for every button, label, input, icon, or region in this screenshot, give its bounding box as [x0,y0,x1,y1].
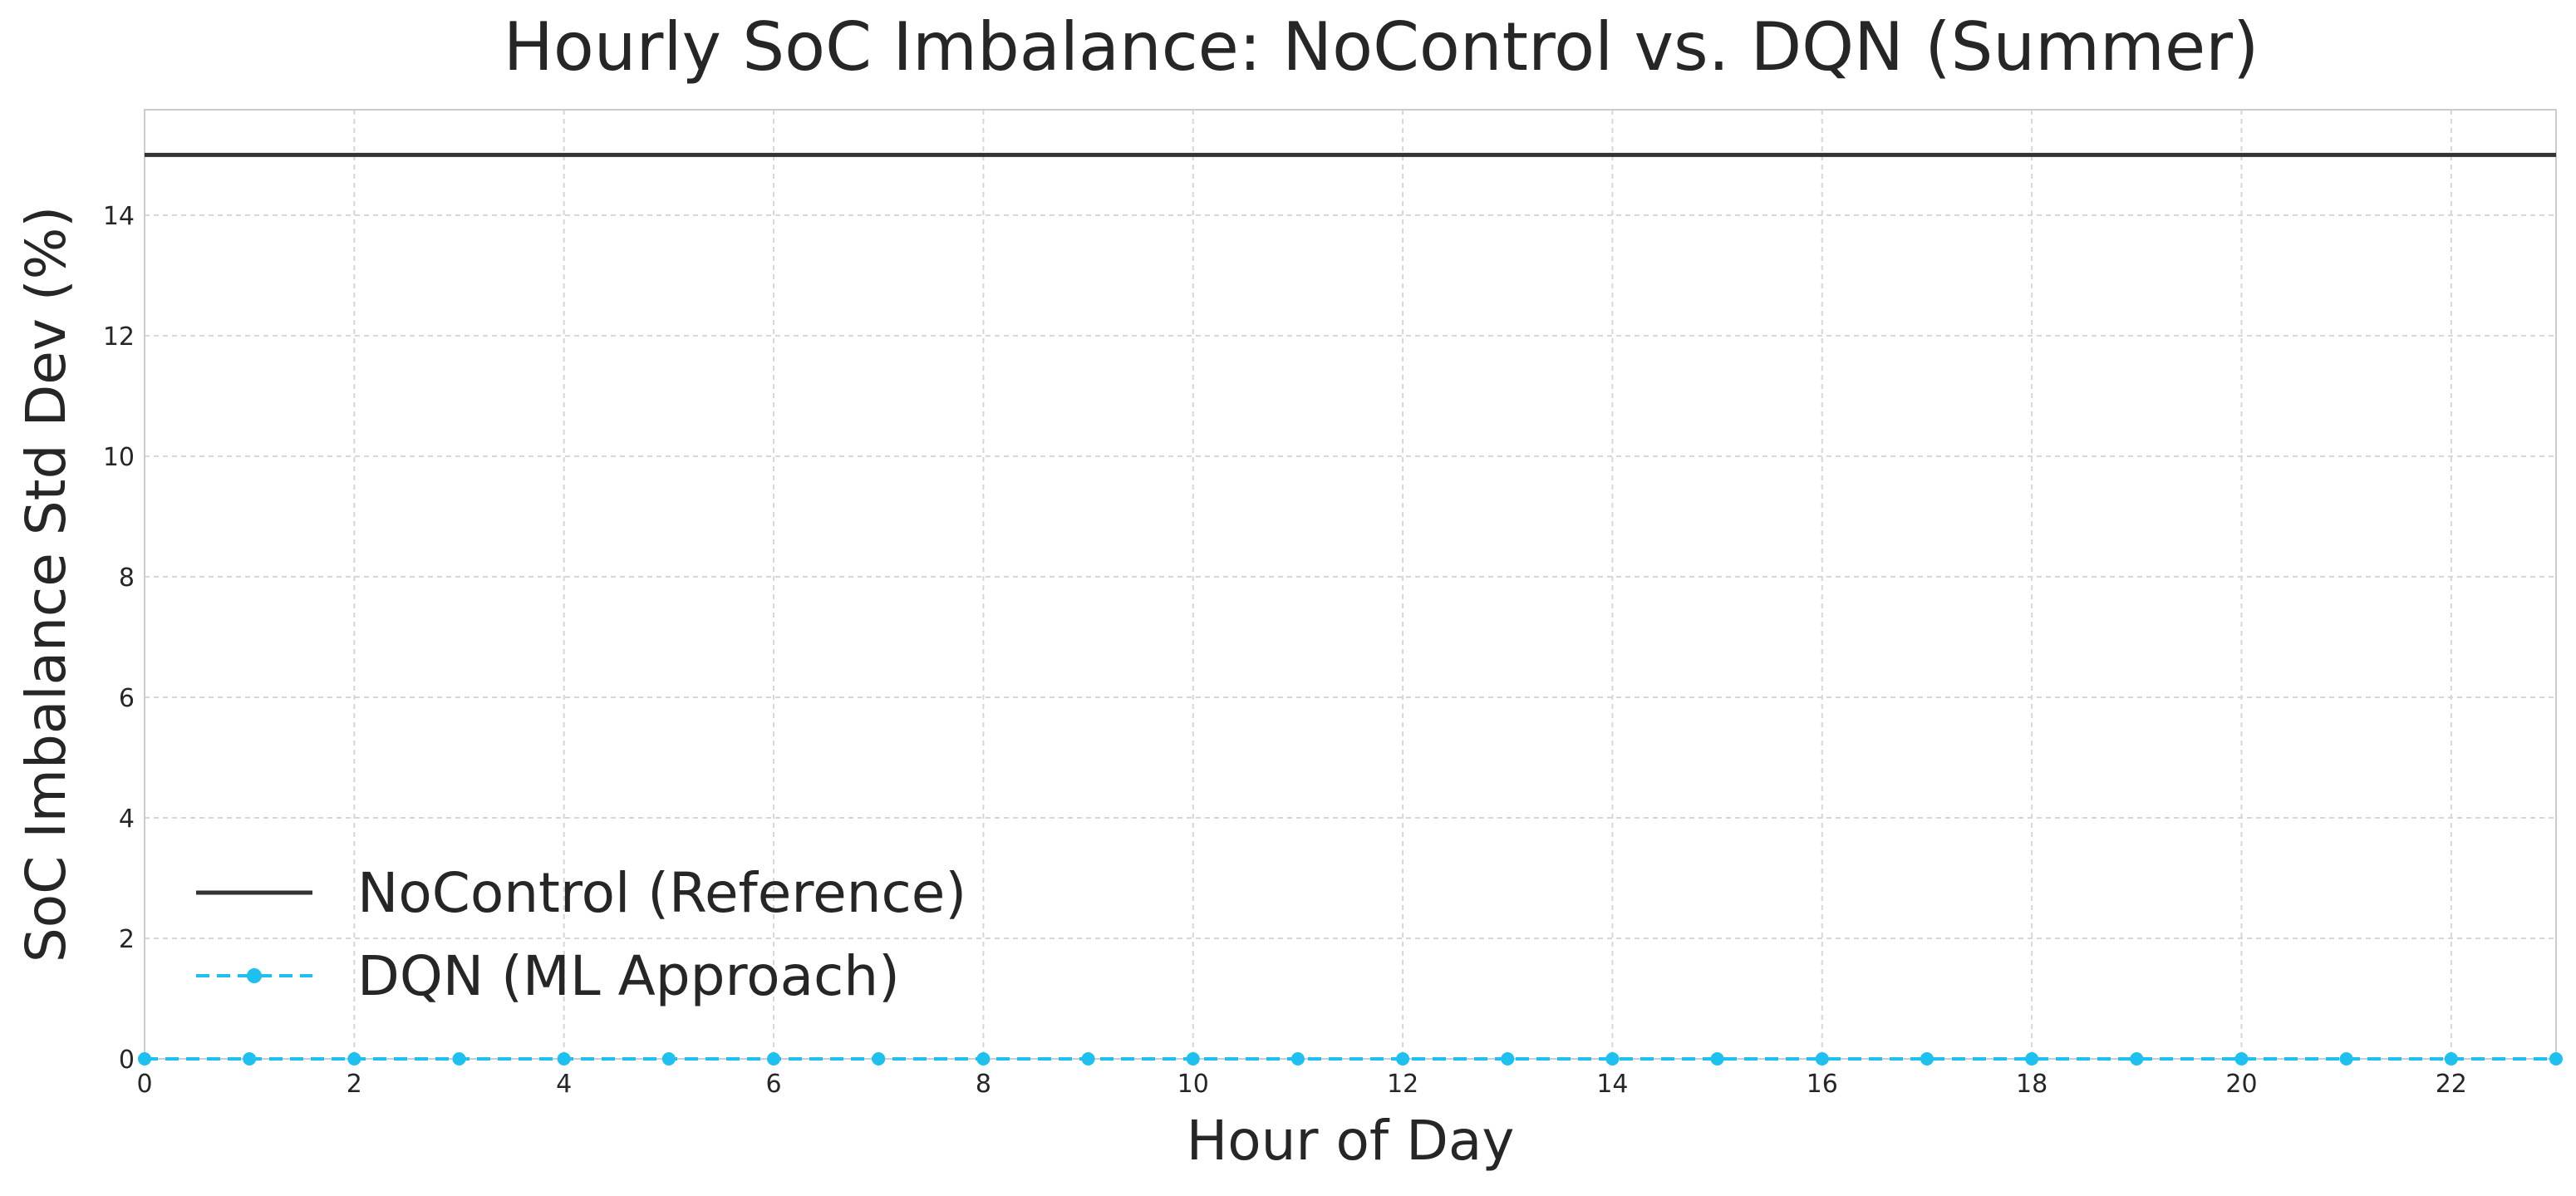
x-tick-label: 2 [347,1070,362,1099]
y-tick-label: 2 [119,925,135,954]
data-point [1081,1052,1095,1066]
legend-label: NoControl (Reference) [357,861,966,925]
y-tick-label: 0 [119,1046,135,1075]
data-point [2549,1052,2563,1066]
data-point [1290,1052,1305,1066]
y-tick-label: 14 [103,202,135,231]
data-point [1920,1052,1934,1066]
legend-marker [247,968,262,983]
data-point [767,1052,781,1066]
data-point [1815,1052,1829,1066]
x-axis-label: Hour of Day [1187,1109,1515,1173]
x-tick-label: 20 [2225,1070,2257,1099]
y-tick-label: 12 [103,322,135,352]
data-point [2234,1052,2249,1066]
x-tick-label: 14 [1596,1070,1628,1099]
data-point [1501,1052,1515,1066]
y-tick-label: 4 [119,805,135,834]
data-point [1710,1052,1724,1066]
x-tick-label: 4 [556,1070,572,1099]
data-point [1605,1052,1620,1066]
data-point [2339,1052,2353,1066]
x-tick-label: 22 [2436,1070,2467,1099]
x-tick-label: 18 [2016,1070,2048,1099]
x-tick-label: 6 [765,1070,781,1099]
x-tick-label: 16 [1807,1070,1838,1099]
data-point [243,1052,257,1066]
data-point [2025,1052,2039,1066]
y-axis-label: SoC Imbalance Std Dev (%) [14,206,78,962]
legend-label: DQN (ML Approach) [357,944,900,1008]
data-point [1396,1052,1410,1066]
data-point [2444,1052,2458,1066]
data-point [872,1052,886,1066]
y-tick-label: 10 [103,443,135,472]
y-tick-label: 6 [119,684,135,713]
data-point [661,1052,676,1066]
legend: NoControl (Reference) DQN (ML Approach) [196,861,966,1008]
series-layer [138,152,2563,1066]
x-tick-label: 10 [1177,1070,1209,1099]
data-point [1186,1052,1200,1066]
data-point [138,1052,151,1066]
data-point [452,1052,466,1066]
grid [144,110,2556,1060]
x-tick-labels: 0 2 4 6 8 10 12 14 16 18 20 22 [136,1070,2466,1099]
y-tick-label: 8 [119,564,135,593]
data-point [2130,1052,2144,1066]
data-point [347,1052,361,1066]
y-tick-labels: 0 2 4 6 8 10 12 14 [103,202,135,1075]
x-tick-label: 8 [976,1070,991,1099]
x-tick-label: 12 [1387,1070,1418,1099]
x-tick-label: 0 [136,1070,152,1099]
chart-title: Hourly SoC Imbalance: NoControl vs. DQN … [504,8,2259,86]
data-point [976,1052,991,1066]
data-point [557,1052,571,1066]
